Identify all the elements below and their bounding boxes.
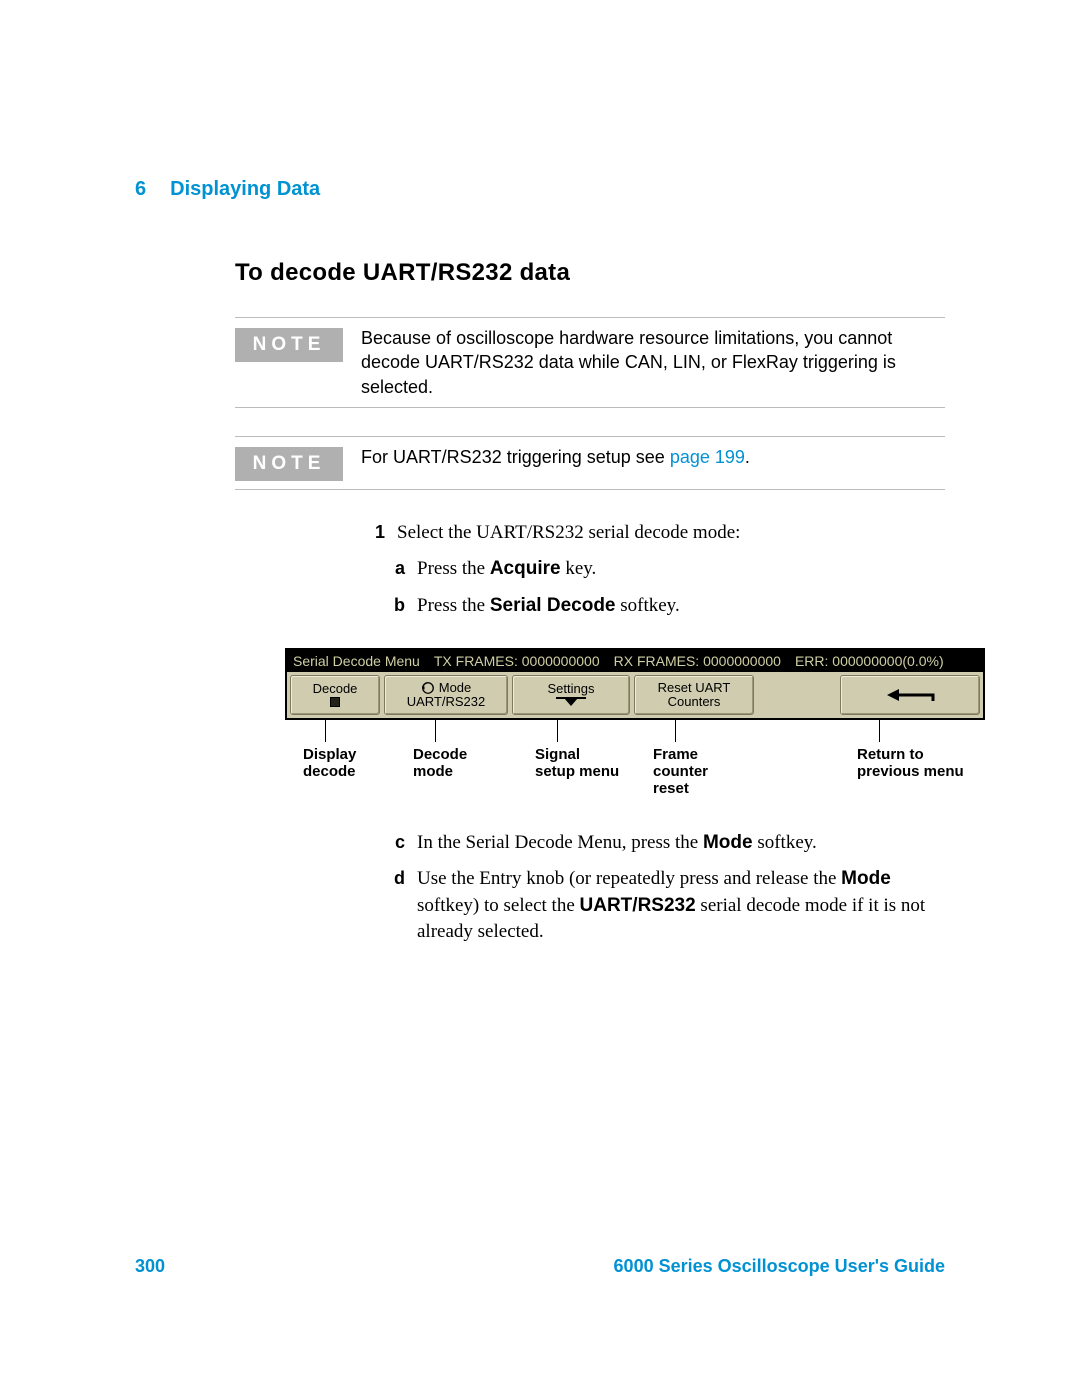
knob-icon [421,681,435,695]
callout-line [557,720,558,742]
chapter-header: 6 Displaying Data [135,178,945,201]
callout-label: decode [303,763,356,780]
step-row: b Press the Serial Decode softkey. [385,593,945,620]
text: softkey. [616,595,680,616]
step-text: In the Serial Decode Menu, press the Mod… [417,830,817,857]
note-block: NOTE Because of oscilloscope hardware re… [235,317,945,408]
softkey-spacer [758,675,836,715]
callout-label: reset [653,780,708,797]
softkey-label: Settings [548,682,595,696]
callout-line [879,720,880,742]
return-arrow-icon [885,687,935,703]
menu-title: Serial Decode Menu [293,653,420,669]
section-title: To decode UART/RS232 data [235,259,945,287]
step-row: a Press the Acquire key. [385,556,945,583]
softkey-label: Decode [313,682,358,696]
note-block: NOTE For UART/RS232 triggering setup see… [235,436,945,490]
softkey-reset-counters[interactable]: Reset UART Counters [634,675,754,715]
callout-signal-setup: Signal setup menu [535,720,619,781]
softkey-label: Reset UART [658,681,731,695]
text: softkey) to select the [417,895,580,916]
step-marker: d [385,868,405,889]
keyword: Serial Decode [490,595,616,616]
steps-block: c In the Serial Decode Menu, press the M… [365,830,945,946]
callout-decode-mode: Decode mode [413,720,467,781]
step-marker: c [385,832,405,853]
page-footer: 300 6000 Series Oscilloscope User's Guid… [135,1256,945,1277]
softkey-row: Decode Mode UART/RS232 Settings [287,672,983,718]
text: In the Serial Decode Menu, press the [417,832,703,853]
callout-label: Decode [413,746,467,763]
note-text-prefix: For UART/RS232 triggering setup see [361,447,670,467]
keyword: Mode [841,868,891,889]
callout-label: counter [653,763,708,780]
callout-label: Display [303,746,356,763]
step-text: Press the Serial Decode softkey. [417,593,680,620]
menu-status-bar: Serial Decode Menu TX FRAMES: 0000000000… [287,650,983,672]
callout-line [435,720,436,742]
callout-label: Frame [653,746,708,763]
step-marker: 1 [365,522,385,543]
callout-frame-counter-reset: Frame counter reset [653,720,708,798]
text: Press the [417,595,490,616]
softkey-label: Counters [668,695,721,709]
softkey-label: Mode [421,681,472,696]
text: Mode [439,680,472,695]
softkey-value: UART/RS232 [407,695,486,709]
softkey-settings[interactable]: Settings [512,675,630,715]
text: Press the [417,558,490,579]
callout-display-decode: Display decode [303,720,356,781]
step-row: 1 Select the UART/RS232 serial decode mo… [365,520,945,547]
err-count: ERR: 000000000(0.0%) [795,653,944,669]
step-marker: b [385,595,405,616]
callout-label: previous menu [857,763,964,780]
note-text: For UART/RS232 triggering setup see page… [361,445,750,481]
keyword: Acquire [490,558,561,579]
page-link[interactable]: page 199 [670,447,745,467]
rx-frames: RX FRAMES: 0000000000 [614,653,781,669]
callout-label: mode [413,763,467,780]
softkey-return[interactable] [840,675,980,715]
step-text: Press the Acquire key. [417,556,596,583]
callout-label: Return to [857,746,964,763]
step-row: d Use the Entry knob (or repeatedly pres… [385,866,945,946]
callout-label: Signal [535,746,619,763]
keyword: Mode [703,832,753,853]
chapter-title: Displaying Data [170,178,320,201]
note-badge: NOTE [235,447,343,481]
page-number: 300 [135,1256,165,1277]
down-arrow-icon [554,695,588,707]
callout-label: setup menu [535,763,619,780]
callout-line [325,720,326,742]
guide-title: 6000 Series Oscilloscope User's Guide [614,1256,945,1277]
tx-frames: TX FRAMES: 0000000000 [434,653,600,669]
steps-block: 1 Select the UART/RS232 serial decode mo… [365,520,945,620]
text: softkey. [753,832,817,853]
note-text-suffix: . [745,447,750,467]
page: 6 Displaying Data To decode UART/RS232 d… [0,0,1080,1397]
note-text: Because of oscilloscope hardware resourc… [361,326,945,399]
step-row: c In the Serial Decode Menu, press the M… [385,830,945,857]
serial-decode-menu-figure: Serial Decode Menu TX FRAMES: 0000000000… [285,648,985,812]
keyword: UART/RS232 [580,895,696,916]
callouts: Display decode Decode mode Signal setup … [285,720,985,812]
callout-return: Return to previous menu [857,720,964,781]
text: Use the Entry knob (or repeatedly press … [417,868,841,889]
note-badge: NOTE [235,328,343,362]
menu-box: Serial Decode Menu TX FRAMES: 0000000000… [285,648,985,720]
step-text: Select the UART/RS232 serial decode mode… [397,520,740,547]
callout-line [675,720,676,742]
softkey-decode[interactable]: Decode [290,675,380,715]
text: key. [561,558,597,579]
softkey-mode[interactable]: Mode UART/RS232 [384,675,508,715]
checkbox-icon [330,697,340,707]
step-marker: a [385,558,405,579]
chapter-number: 6 [135,178,146,201]
step-text: Use the Entry knob (or repeatedly press … [417,866,945,946]
